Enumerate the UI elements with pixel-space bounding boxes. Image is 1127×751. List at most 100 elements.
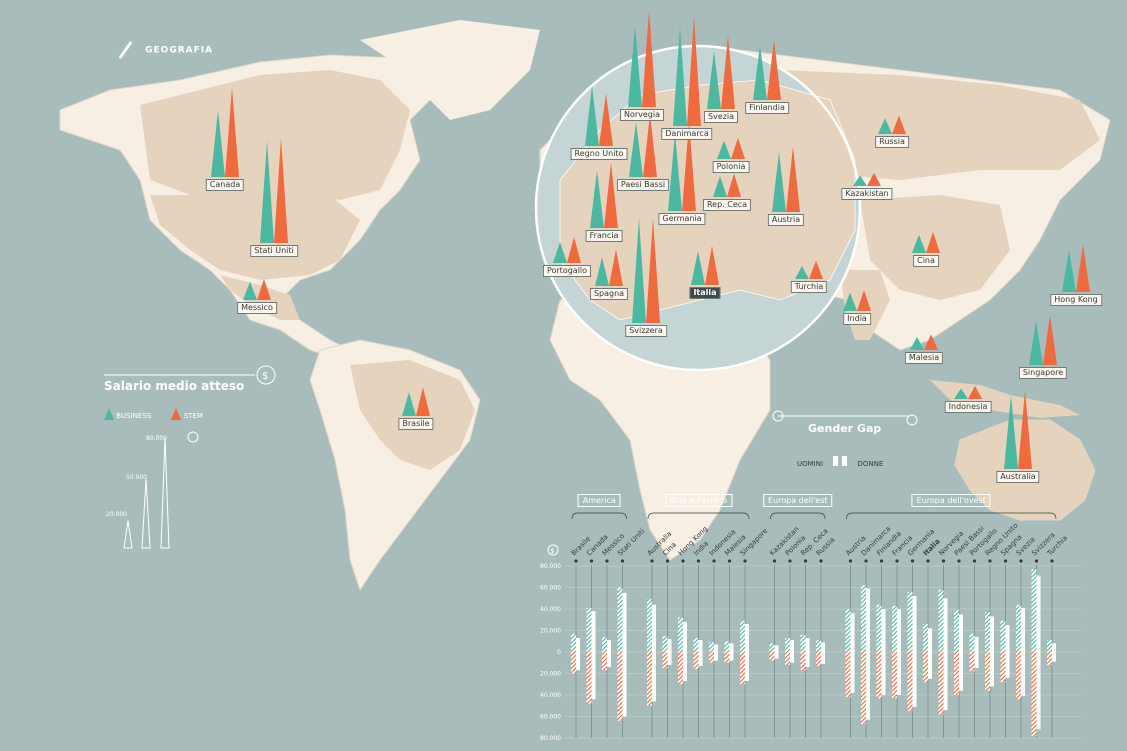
bar-stem-women-rep-ceca [805, 652, 810, 668]
glyph-business-russia [878, 118, 892, 134]
indonesia-islands [930, 380, 1080, 418]
bar-business-men-norvegia [938, 589, 944, 652]
map-label-indonesia: Indonesia [944, 401, 992, 413]
category-dot-rep-ceca [803, 559, 808, 563]
bar-business-women-messico [607, 640, 611, 652]
glyph-stem-regno-unito [599, 93, 613, 146]
bar-stem-women-cina [667, 652, 672, 665]
bar-business-men-danimarca [861, 585, 866, 652]
bar-stem-men-spagna [1000, 652, 1006, 683]
map-label-stati-uniti: Stati Uniti [250, 245, 298, 257]
bar-business-men-paesi-bassi [954, 610, 959, 652]
bar-business-women-indonesia [714, 644, 718, 652]
bar-stem-women-hong-kong [683, 652, 687, 682]
bar-stem-women-kazakistan [774, 652, 779, 659]
glyph-business-austria [772, 151, 786, 212]
bar-business-women-india [698, 640, 703, 652]
map-label-paesi-bassi: Paesi Bassi [616, 179, 670, 191]
business-legend-icon [104, 408, 114, 420]
glyph-stem-turchia [809, 260, 823, 279]
glyph-stem-polonia [731, 138, 745, 159]
map-label-cina: Cina [913, 255, 939, 267]
category-dot-russia [819, 559, 823, 563]
legend-scale-label: 80.000 [146, 435, 167, 442]
female-icon [906, 414, 918, 426]
bar-business-men-austria [845, 609, 851, 652]
map-label-polonia: Polonia [712, 161, 750, 173]
map-label-francia: Francia [585, 230, 623, 242]
bar-stem-men-messico [602, 652, 607, 671]
glyph-stem-hong-kong [1076, 244, 1090, 292]
bar-stem-men-finlandia [876, 652, 882, 699]
bar-business-women-paesi-bassi [959, 614, 963, 652]
glyph-business-polonia [717, 140, 731, 159]
bar-business-women-svizzera [1036, 575, 1041, 652]
glyph-stem-finlandia [767, 39, 781, 100]
region-bracket [770, 512, 826, 520]
glyph-stem-kazakistan [867, 172, 881, 186]
map-label-singapore: Singapore [1018, 367, 1068, 379]
y-tick-label: 20.000 [540, 628, 561, 635]
bar-business-women-danimarca [866, 588, 870, 652]
bar-business-women-cina [667, 639, 672, 652]
map-label-svizzera: Svizzera [625, 325, 667, 337]
russia-highlight [780, 70, 1100, 180]
gender-gap-legend: UOMINI DONNE [797, 456, 883, 468]
category-dot-paesi-bassi [957, 559, 961, 563]
glyph-stem-austria [786, 146, 800, 212]
bar-stem-women-stati-uniti [622, 652, 627, 717]
bar-business-men-italia [923, 624, 928, 652]
glyph-business-svizzera [632, 218, 646, 323]
bar-business-men-rep-ceca [800, 634, 806, 652]
glyph-stem-danimarca [687, 16, 701, 126]
map-label-kazakistan: Kazakistan [841, 188, 893, 200]
bar-business-men-kazakistan [769, 643, 775, 652]
category-dot-australia [650, 559, 654, 563]
bar-stem-women-francia [897, 652, 901, 695]
y-tick-label: 0 [557, 649, 561, 656]
category-dot-hong-kong [681, 559, 685, 563]
glyph-business-canada [211, 110, 225, 177]
y-tick-label: 80.000 [540, 563, 561, 570]
map-label-russia: Russia [875, 136, 909, 148]
bar-stem-women-svezia [1021, 652, 1025, 697]
glyph-stem-svezia [721, 35, 735, 109]
map-label-rep-ceca: Rep. Ceca [702, 199, 752, 211]
glyph-business-hong-kong [1062, 250, 1076, 292]
category-dot-austria [848, 559, 853, 563]
category-dot-stati-uniti [620, 559, 625, 563]
stem-legend-label: STEM [183, 412, 203, 420]
bar-business-women-austria [850, 613, 855, 652]
bar-business-women-francia [897, 609, 901, 652]
bar-business-women-malesia [729, 643, 734, 652]
category-dot-singapore [743, 559, 747, 563]
glyph-business-cina [912, 234, 926, 253]
glyph-business-rep-ceca [713, 176, 727, 197]
map-label-germania: Germania [658, 213, 706, 225]
legend-dollar-symbol: $ [262, 371, 268, 382]
bar-business-women-italia [928, 628, 932, 652]
bar-business-men-svizzera [1031, 569, 1037, 652]
glyph-stem-stati-uniti [274, 138, 288, 243]
bar-stem-men-portogallo [969, 652, 975, 672]
glyph-stem-indonesia [968, 385, 982, 399]
legend-scale-triangle [123, 520, 133, 549]
category-dot-india [696, 559, 701, 563]
glyph-stem-portogallo [567, 236, 581, 263]
bar-business-women-portogallo [974, 636, 979, 652]
glyph-stem-germania [682, 121, 696, 211]
bar-business-men-canada [586, 607, 592, 652]
glyph-stem-canada [225, 87, 239, 177]
bar-stem-men-malesia [724, 652, 730, 663]
glyph-stem-russia [892, 115, 906, 134]
bar-business-men-germania [907, 591, 913, 652]
glyph-business-regno-unito [585, 85, 599, 146]
bar-stem-men-rep-ceca [800, 652, 806, 671]
bar-stem-women-italia [928, 652, 932, 679]
bar-business-men-australia [647, 599, 652, 652]
bar-stem-women-singapore [745, 652, 749, 682]
bar-business-men-indonesia [709, 642, 714, 652]
bar-stem-women-danimarca [866, 652, 870, 720]
bar-business-men-regno-unito [985, 612, 990, 652]
